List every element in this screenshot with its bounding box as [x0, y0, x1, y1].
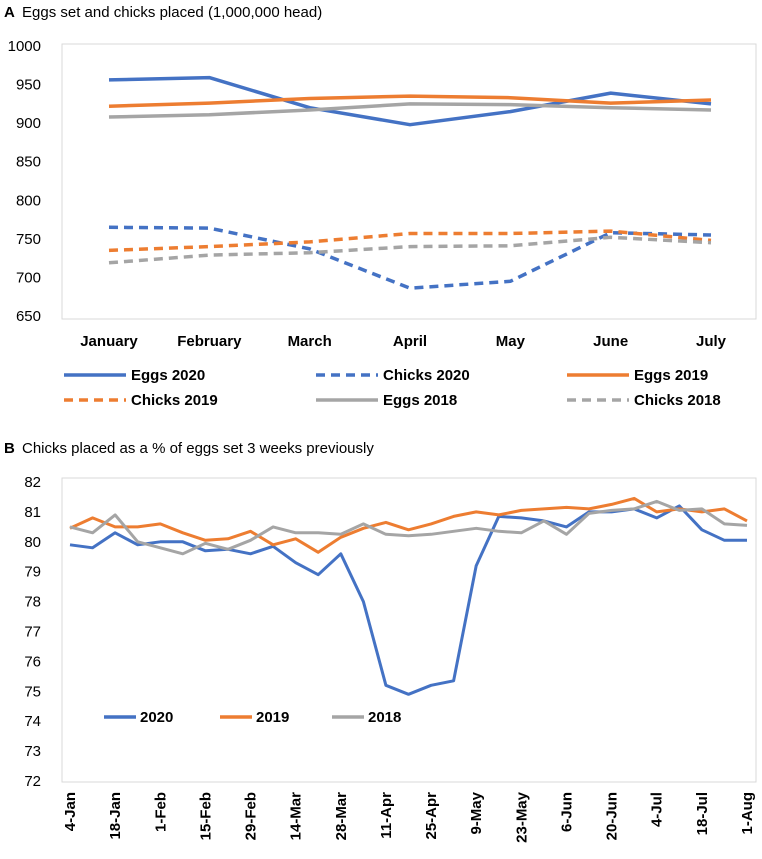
- panel-a-x-tick-label: July: [696, 333, 727, 350]
- panel-b-y-tick-label: 77: [24, 624, 41, 641]
- panel-b-x-tick-label: 25-Apr: [423, 792, 440, 840]
- panel-a-y-tick-label: 650: [16, 308, 41, 325]
- panel-b-series-line-2020: [69, 504, 747, 696]
- panel-a-legend-label: Chicks 2019: [131, 392, 218, 409]
- panel-b-x-tick-label: 6-Jun: [558, 792, 575, 832]
- panel-a-y-tick-label: 1000: [8, 38, 41, 55]
- panel-b-x-tick-label: 29-Feb: [243, 792, 260, 840]
- panel-b-y-tick-label: 76: [24, 653, 41, 670]
- panel-b-title: Chicks placed as a % of eggs set 3 weeks…: [22, 440, 374, 457]
- panel-a-legend-label: Chicks 2018: [634, 392, 721, 409]
- panel-b-y-tick-label: 72: [24, 773, 41, 790]
- panel-b-x-tick-label: 11-Apr: [378, 792, 395, 839]
- panel-b-y-tick-label: 82: [24, 474, 41, 491]
- panel-a-x-tick-label: January: [80, 333, 138, 350]
- panel-b-x-tick-label: 18-Jan: [107, 792, 124, 840]
- panel-b-x-tick-label: 28-Mar: [333, 792, 350, 841]
- panel-a-y-tick-label: 800: [16, 192, 41, 209]
- panel-b-x-tick-label: 15-Feb: [197, 792, 214, 840]
- panel-b-y-tick-label: 80: [24, 534, 41, 551]
- panel-a-plot-border: [61, 43, 757, 320]
- panel-b-x-tick-label: 18-Jul: [694, 792, 711, 835]
- panel-b-x-tick-label: 9-May: [468, 791, 485, 834]
- panel-b-plot-border: [61, 477, 757, 783]
- panel-a-x-tick-label: April: [393, 333, 427, 350]
- panel-a-y-tick-label: 850: [16, 154, 41, 171]
- panel-a-chart: 650 700 750 800 850 900 950 1000 January February…: [8, 38, 727, 409]
- panel-a-series-line-eggs-2019: [108, 94, 712, 108]
- panel-a-y-tick-label: 900: [16, 115, 41, 132]
- panel-b-letter: B: [4, 440, 15, 457]
- panel-b-y-tick-label: 74: [24, 713, 41, 730]
- panel-a-x-tick-label: March: [288, 333, 332, 350]
- panel-a-letter: A: [4, 4, 15, 21]
- panel-a-series-line-eggs-2020: [108, 75, 712, 127]
- panel-a-series-line-eggs-2018: [108, 102, 712, 119]
- panel-b-x-tick-label: 1-Aug: [739, 792, 756, 835]
- panel-b-series-line-2019: [69, 496, 748, 554]
- panel-b-x-tick-label: 14-Mar: [288, 792, 305, 841]
- panel-a-legend-label: Eggs 2018: [383, 392, 457, 409]
- panel-b-y-tick-label: 79: [24, 564, 41, 581]
- panel-a-x-tick-label: June: [593, 333, 628, 350]
- panel-a-series-line-chicks-2018: [108, 235, 712, 265]
- panel-b-x-tick-label: 1-Feb: [152, 792, 169, 832]
- panel-a-legend-label: Eggs 2019: [634, 367, 708, 384]
- panel-b-y-tick-label: 78: [24, 594, 41, 611]
- panel-a-title: Eggs set and chicks placed (1,000,000 he…: [22, 4, 322, 21]
- panel-b-x-tick-label: 23-May: [513, 791, 530, 843]
- panel-b-y-tick-label: 73: [24, 743, 41, 760]
- panel-a-y-tick-label: 750: [16, 231, 41, 248]
- panel-b-legend-label: 2019: [256, 709, 289, 726]
- panel-b-chart: 72 73 74 75 76 77 78 79 80 81 82 4-Jan 18-Jan 1-Feb 15…: [24, 474, 756, 843]
- panel-a-x-tick-label: May: [496, 333, 526, 350]
- panel-a-x-tick-label: February: [177, 333, 242, 350]
- panel-b-series-line-2018: [69, 499, 748, 556]
- panel-a-legend-label: Eggs 2020: [131, 367, 205, 384]
- panel-b-legend-label: 2020: [140, 709, 173, 726]
- panel-a-y-tick-label: 950: [16, 77, 41, 94]
- panel-b-x-tick-label: 4-Jul: [649, 792, 666, 827]
- panel-b-legend-label: 2018: [368, 709, 401, 726]
- panel-b-y-tick-label: 75: [24, 683, 41, 700]
- panel-b-x-tick-label: 4-Jan: [62, 792, 79, 831]
- panel-a-y-tick-label: 700: [16, 269, 41, 286]
- panel-b-y-tick-label: 81: [24, 504, 41, 521]
- panel-a-legend-label: Chicks 2020: [383, 367, 470, 384]
- panel-a-series-line-chicks-2019: [108, 229, 712, 253]
- panel-b-x-tick-label: 20-Jun: [604, 792, 621, 840]
